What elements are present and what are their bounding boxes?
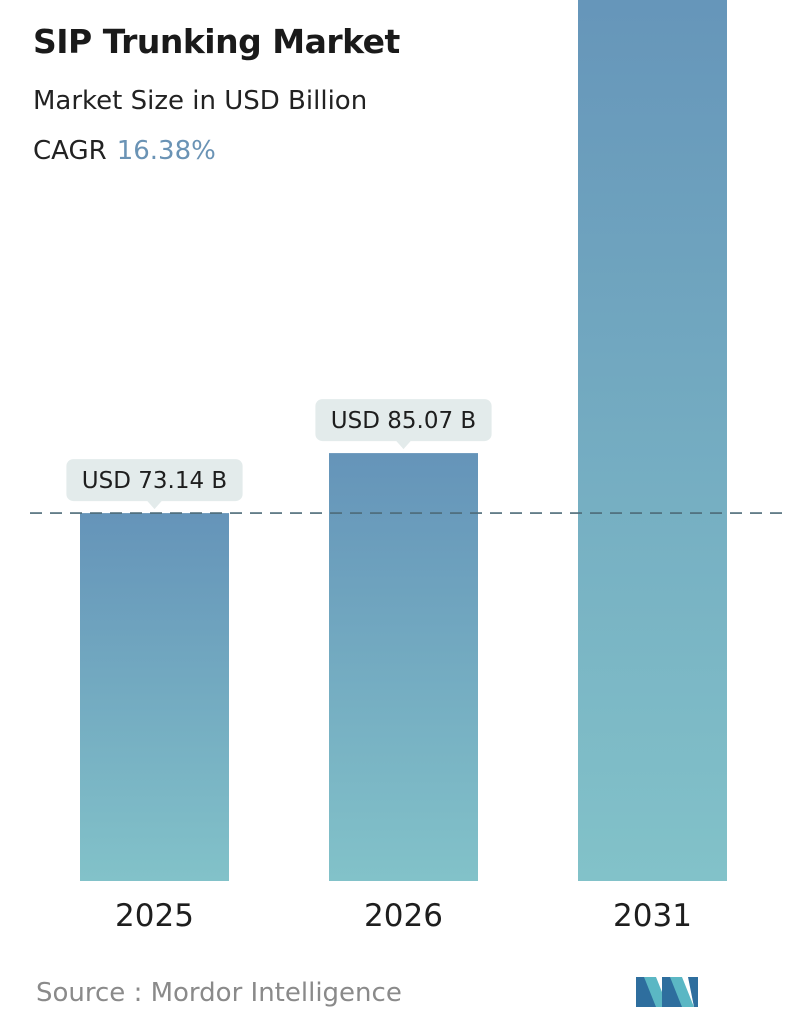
chart-subtitle: Market Size in USD Billion: [33, 86, 368, 116]
chart-title: SIP Trunking Market: [33, 22, 400, 61]
source-name: Mordor Intelligence: [150, 978, 402, 1008]
source-line: Source : Mordor Intelligence: [36, 978, 402, 1008]
bar-2031: [578, 0, 727, 882]
bar-2026: [329, 453, 478, 881]
source-label: Source :: [36, 978, 143, 1008]
cagr-row: CAGR 16.38%: [33, 136, 216, 166]
svg-text:USD 85.07 B: USD 85.07 B: [331, 408, 476, 434]
data-label-2025: USD 73.14 B: [66, 459, 243, 510]
cagr-value: 16.38%: [116, 136, 216, 166]
cagr-label: CAGR: [33, 136, 107, 166]
mordor-intelligence-logo: [636, 977, 698, 1007]
x-tick-label-2031: 2031: [613, 898, 692, 934]
x-tick-label-2025: 2025: [115, 898, 194, 934]
x-tick-label-2026: 2026: [364, 898, 443, 934]
svg-text:USD 73.14 B: USD 73.14 B: [82, 468, 227, 494]
bar-2025: [80, 513, 229, 881]
data-label-2026: USD 85.07 B: [315, 399, 492, 450]
